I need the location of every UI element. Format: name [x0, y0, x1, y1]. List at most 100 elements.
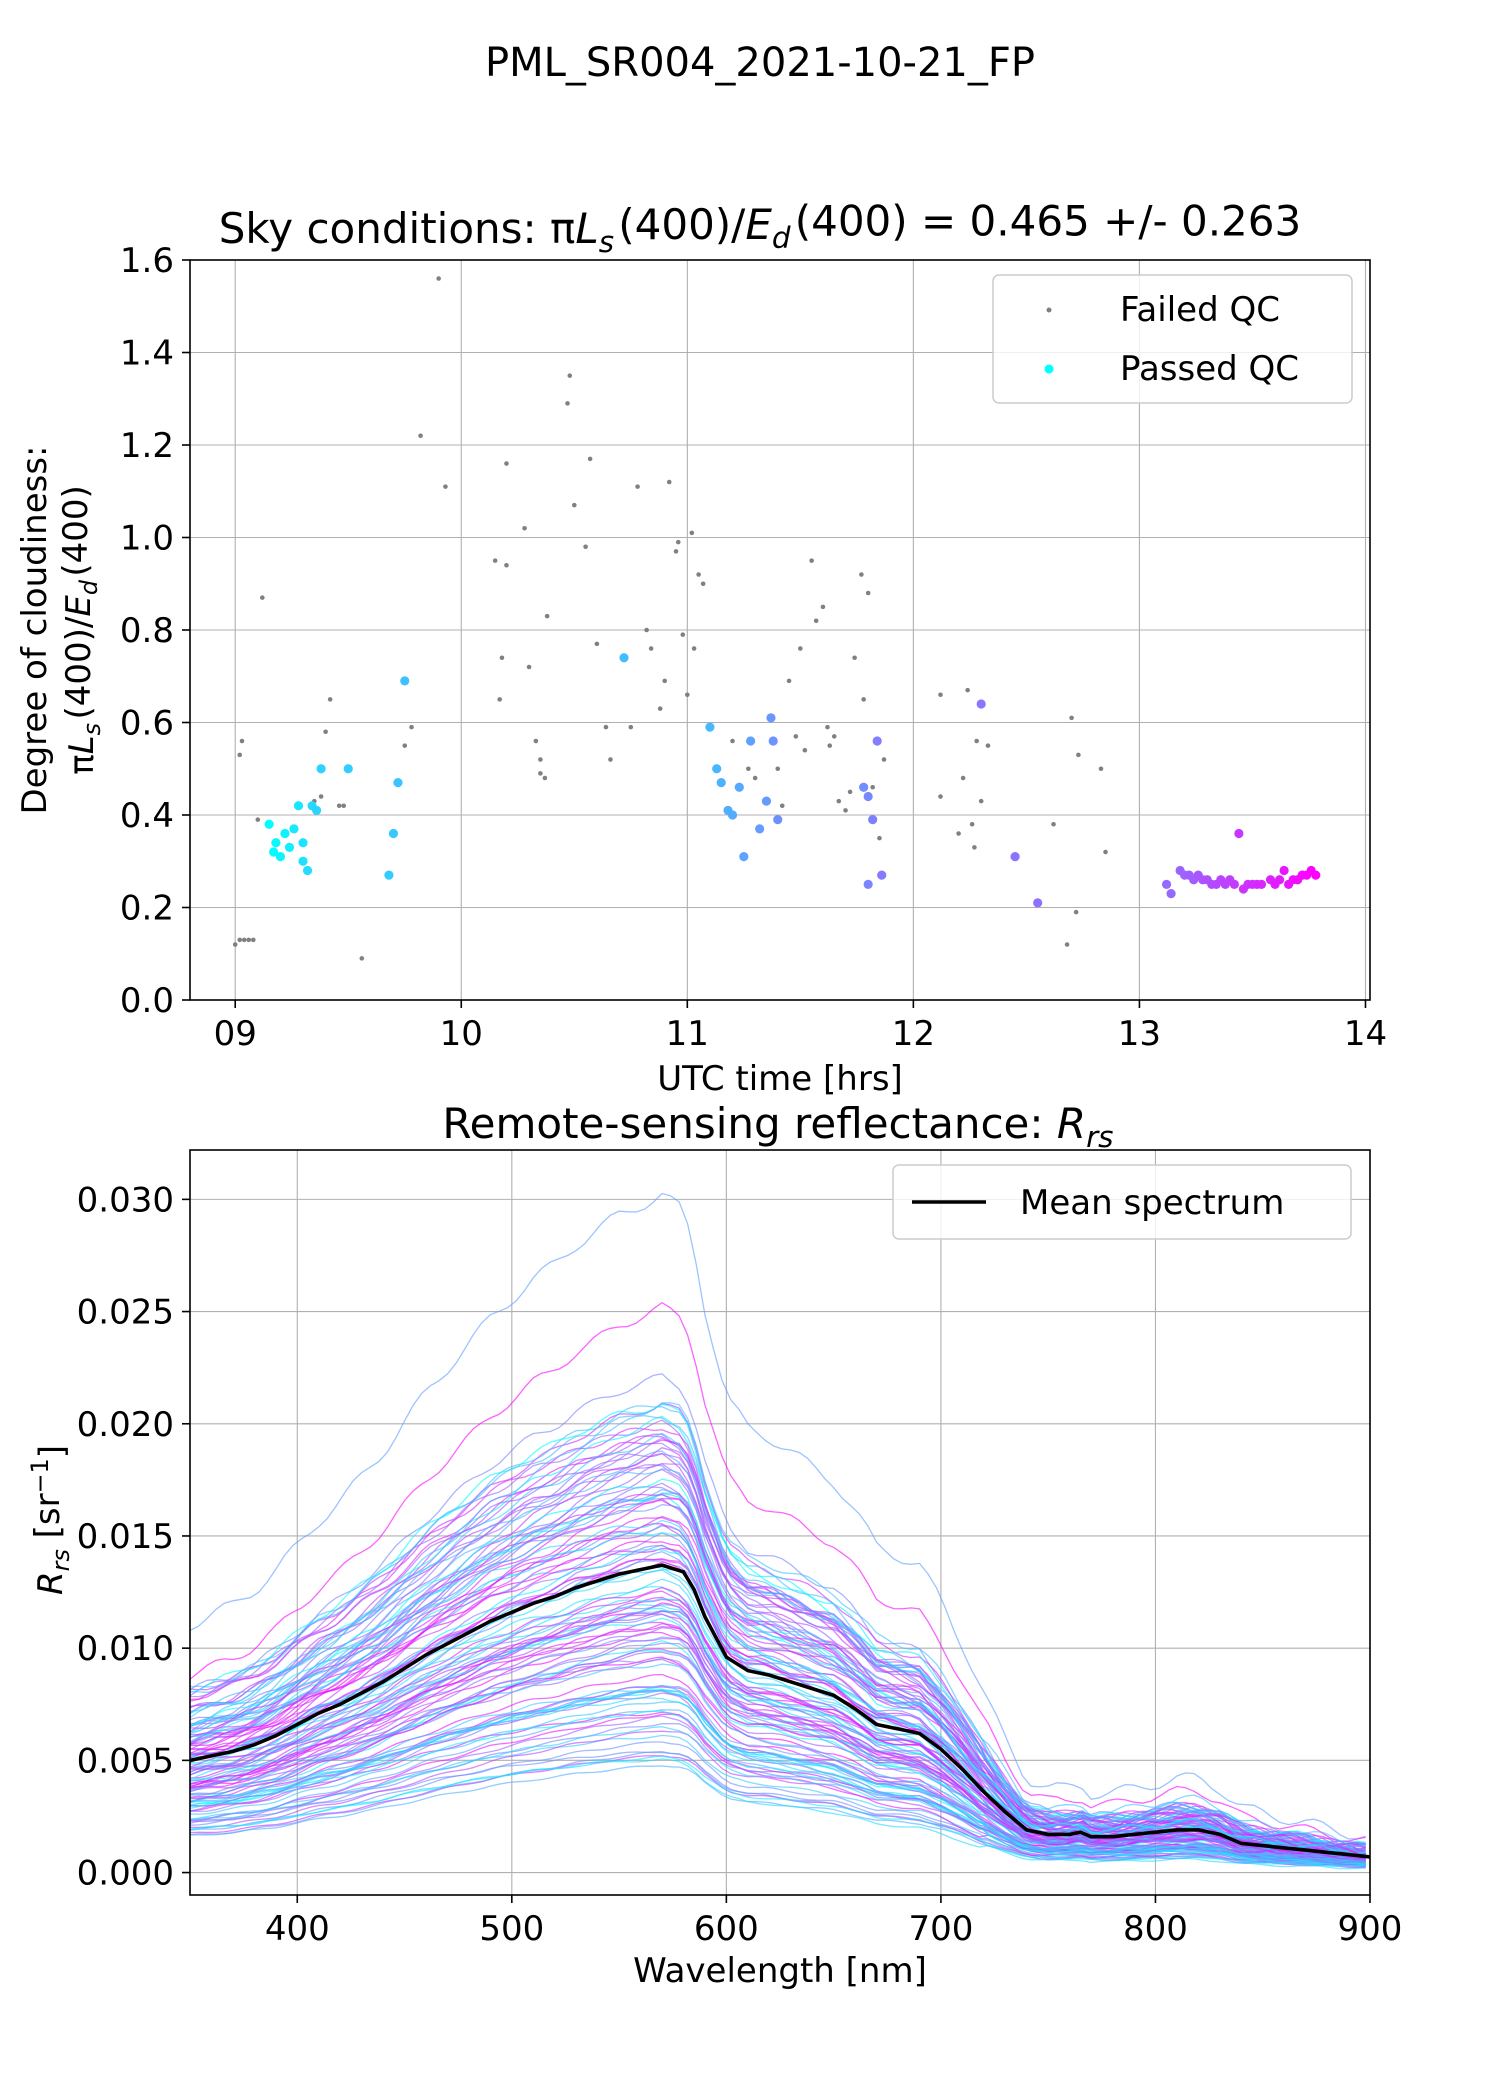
passed-qc-point-15: [384, 870, 394, 880]
failed-qc-point-79: [877, 835, 882, 841]
rrs-spectrum-97: [189, 1499, 1366, 1849]
failed-qc-point-11: [323, 729, 328, 735]
sky-conditions-legend-box: [992, 274, 1353, 404]
failed-qc-point-27: [526, 664, 532, 670]
failed-qc-point-32: [544, 613, 550, 619]
failed-qc-point-36: [583, 544, 588, 550]
rrs-y-tick-label-3: 0.015: [77, 1517, 174, 1557]
failed-qc-point-55: [700, 581, 706, 587]
sky-conditions-scatter: Sky conditions: πLs (400)/Ed (400) = 0.4…: [15, 196, 1387, 1099]
failed-qc-point-64: [802, 747, 808, 753]
failed-qc-point-17: [409, 724, 414, 730]
failed-qc-point-49: [675, 539, 681, 545]
sky-y-tick-label-2: 0.4: [120, 796, 174, 836]
legend-passed-qc-label: Passed QC: [1120, 349, 1299, 389]
passed-qc-point-5: [284, 842, 295, 852]
rrs-spectrum-114: [189, 1610, 1366, 1860]
rrs-spectrum-1: [189, 1301, 1366, 1843]
failed-qc-point-65: [809, 558, 814, 563]
rrs-individual-spectra: [189, 1192, 1366, 1870]
sky-conditions-x-axis-label: UTC time [hrs]: [657, 1059, 903, 1099]
rrs-x-tick-label-0: 400: [265, 1909, 330, 1949]
sky-y-tick-label-8: 1.6: [120, 241, 174, 281]
failed-qc-point-81: [938, 692, 943, 698]
sky-y-tick-label-0: 0.0: [120, 981, 174, 1021]
failed-qc-point-84: [960, 775, 966, 781]
failed-qc-point-72: [843, 808, 848, 813]
failed-qc-point-61: [786, 678, 792, 684]
passed-qc-point-57: [1234, 828, 1244, 839]
sky-x-tick-label-5: 14: [1344, 1014, 1387, 1054]
failed-qc-point-82: [938, 794, 943, 799]
rrs-x-ticks: 400 500 600 700 800 900: [265, 1895, 1403, 1949]
failed-qc-point-71: [836, 798, 842, 804]
failed-qc-point-86: [969, 821, 975, 827]
rrs-spectrum-106: [189, 1547, 1366, 1860]
rrs-spectra-chart: Remote-sensing reflectance: Rrs 400 500 60…: [26, 1095, 1403, 1991]
sky-x-tick-label-0: 09: [214, 1014, 257, 1054]
passed-qc-point-43: [1166, 889, 1176, 899]
failed-qc-point-56: [730, 738, 735, 744]
passed-qc-point-18: [400, 676, 410, 686]
failed-qc-point-76: [861, 697, 866, 702]
rrs-spectrum-71: [189, 1551, 1366, 1853]
failed-qc-point-6: [239, 738, 245, 744]
rrs-legend-box: [892, 1164, 1352, 1240]
passed-qc-point-8: [298, 838, 308, 848]
failed-qc-point-40: [608, 757, 613, 762]
failed-qc-point-50: [680, 632, 686, 637]
failed-qc-point-13: [336, 803, 342, 809]
mean-spectrum-line: [189, 1563, 1371, 1859]
failed-qc-point-93: [1069, 715, 1074, 721]
failed-qc-point-95: [1076, 752, 1081, 758]
passed-qc-point-16: [388, 828, 399, 839]
rrs-y-tick-label-1: 0.005: [77, 1741, 174, 1781]
legend-mean-spectrum-label: Mean spectrum: [1020, 1183, 1284, 1223]
rrs-y-tick-label-0: 0.000: [77, 1854, 174, 1894]
sky-x-tick-label-3: 12: [892, 1014, 935, 1054]
passed-qc-point-62: [1256, 879, 1267, 889]
failed-qc-point-96: [1098, 766, 1104, 772]
rrs-spectrum-47: [189, 1621, 1366, 1861]
failed-qc-points: [232, 276, 1108, 961]
passed-qc-point-7: [293, 801, 304, 811]
rrs-spectrum-85: [189, 1648, 1366, 1861]
rrs-spectrum-115: [189, 1715, 1366, 1864]
rrs-title: Remote-sensing reflectance: Rrs: [442, 1095, 1117, 1154]
rrs-y-tick-label-4: 0.020: [77, 1405, 174, 1445]
rrs-spectrum-65: [189, 1673, 1366, 1863]
failed-qc-point-12: [327, 697, 333, 702]
passed-qc-point-31: [768, 736, 778, 746]
failed-qc-point-31: [542, 775, 548, 781]
legend-passed-qc-marker: [1044, 364, 1054, 374]
sky-conditions-legend: Failed QC Passed QC: [992, 274, 1353, 404]
sky-y-tick-label-1: 0.2: [120, 889, 174, 929]
sky-conditions-x-ticks: 09 10 11 12 13 14: [214, 1000, 1387, 1054]
sky-y-tick-label-3: 0.6: [120, 704, 174, 744]
passed-qc-point-28: [755, 824, 765, 834]
failed-qc-point-24: [504, 461, 509, 466]
passed-qc-point-33: [859, 782, 869, 792]
failed-qc-point-62: [793, 734, 799, 739]
rrs-y-ticks: 0.000 0.005 0.010 0.015 0.020 0.025 0.030: [77, 1180, 190, 1894]
passed-qc-point-40: [1010, 852, 1020, 862]
rrs-spectrum-116: [189, 1689, 1366, 1863]
rrs-spectrum-112: [189, 1453, 1366, 1859]
failed-qc-point-83: [956, 831, 961, 836]
rrs-y-tick-label-2: 0.010: [77, 1629, 174, 1669]
failed-qc-point-75: [859, 572, 864, 577]
passed-qc-point-34: [863, 791, 873, 802]
passed-qc-point-14: [343, 764, 353, 774]
legend-failed-qc-label: Failed QC: [1120, 290, 1280, 330]
passed-qc-point-66: [1279, 865, 1289, 876]
passed-qc-point-25: [734, 782, 744, 792]
sky-x-tick-label-2: 11: [666, 1014, 709, 1054]
failed-qc-point-41: [628, 724, 634, 730]
rrs-x-tick-label-2: 600: [694, 1909, 759, 1949]
passed-qc-point-10: [302, 865, 313, 876]
failed-qc-point-51: [685, 692, 690, 698]
rrs-x-tick-label-5: 900: [1338, 1909, 1403, 1949]
failed-qc-point-29: [538, 757, 543, 762]
rrs-spectrum-92: [190, 1765, 1366, 1869]
